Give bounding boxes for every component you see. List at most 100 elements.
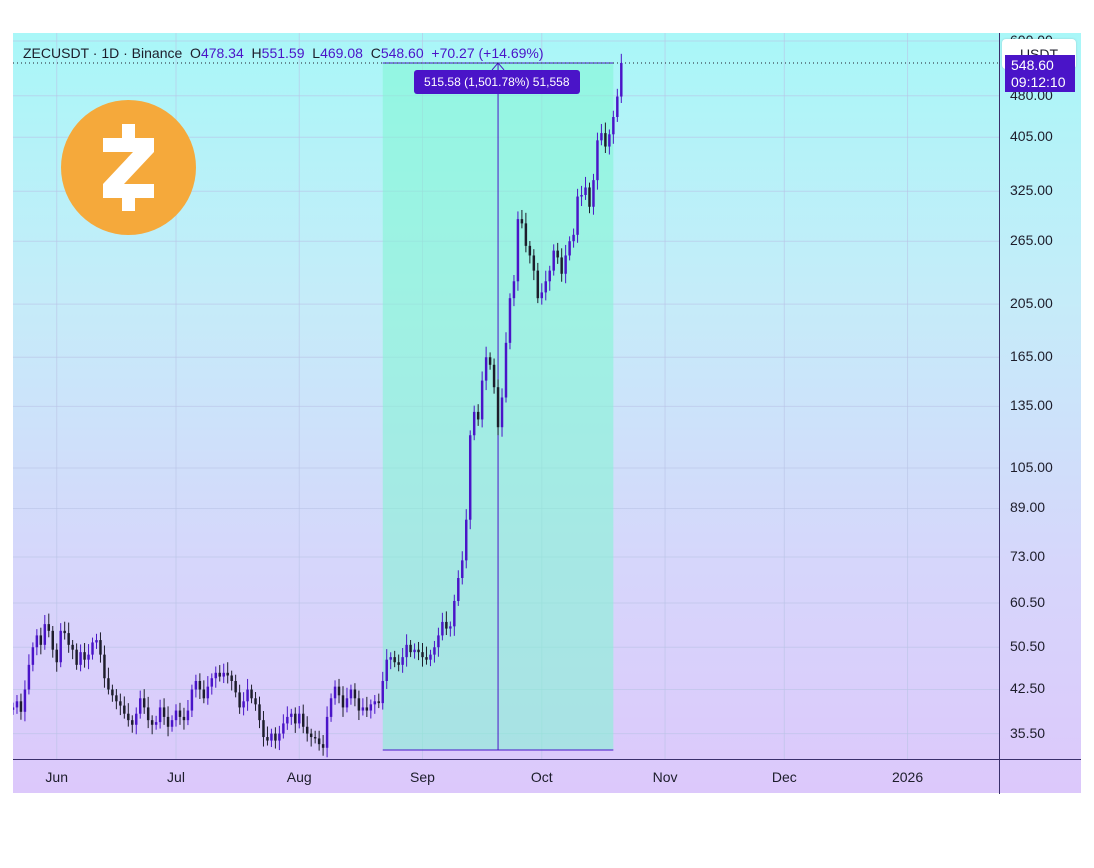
candle-body bbox=[158, 707, 162, 723]
candle-body bbox=[576, 196, 579, 235]
candle-body bbox=[620, 62, 623, 97]
candle-body bbox=[568, 241, 571, 256]
candle-body bbox=[218, 672, 221, 677]
candle-body bbox=[413, 649, 416, 653]
candle-body bbox=[341, 695, 345, 708]
date-range-arrowhead bbox=[491, 62, 505, 71]
symbol-name[interactable]: ZECUSDT bbox=[23, 45, 89, 61]
low-label: L bbox=[312, 45, 321, 61]
candle-body bbox=[71, 644, 74, 650]
candle-body bbox=[154, 722, 158, 725]
candle-body bbox=[166, 716, 170, 727]
candle-body bbox=[333, 686, 337, 699]
candle-body bbox=[465, 519, 468, 561]
candle-body bbox=[492, 364, 496, 388]
candle-body bbox=[59, 630, 62, 663]
candle-body bbox=[309, 733, 313, 738]
candle-body bbox=[103, 654, 106, 679]
candle-body bbox=[345, 698, 349, 708]
price-tick-label: 135.00 bbox=[1010, 397, 1053, 414]
candle-body bbox=[67, 633, 70, 645]
candle-body bbox=[520, 219, 524, 224]
price-tick-label: 165.00 bbox=[1010, 348, 1053, 365]
candle-body bbox=[31, 647, 35, 665]
candle-body bbox=[329, 698, 333, 717]
candle-body bbox=[421, 652, 424, 658]
candle-body bbox=[484, 357, 488, 381]
candle-body bbox=[461, 560, 464, 578]
axis-corner bbox=[999, 760, 1000, 794]
time-tick-label: Aug bbox=[286, 769, 312, 785]
change-value: +70.27 (+14.69%) bbox=[431, 45, 544, 61]
candle-body bbox=[325, 716, 329, 748]
candle-body bbox=[608, 134, 611, 147]
time-tick-label: Jun bbox=[45, 769, 69, 785]
candle-body bbox=[242, 701, 245, 708]
candle-body bbox=[532, 255, 536, 271]
time-tick-label: 2026 bbox=[891, 769, 924, 785]
candle-body bbox=[63, 630, 66, 634]
interval-label[interactable]: 1D bbox=[101, 45, 120, 61]
date-range-measure-label: 515.58 (1,501.78%) 51,558 bbox=[414, 70, 580, 94]
candle-body bbox=[178, 710, 182, 717]
last-price-value: 548.60 bbox=[1011, 56, 1054, 73]
candle-body bbox=[51, 630, 54, 650]
candle-body bbox=[528, 245, 532, 256]
candle-body bbox=[580, 195, 583, 197]
candle-body bbox=[39, 635, 43, 645]
time-axis[interactable]: Jun Jul Aug Sep Oct Nov Dec 2026 bbox=[13, 759, 1081, 794]
price-tick-label: 42.50 bbox=[1010, 680, 1046, 697]
candle-body bbox=[313, 737, 317, 739]
candle-body bbox=[596, 140, 599, 181]
candle-body bbox=[584, 187, 587, 196]
price-tick-label: 325.00 bbox=[1010, 182, 1053, 199]
candle-body bbox=[480, 380, 484, 420]
candle-body bbox=[298, 713, 301, 724]
candle-body bbox=[524, 223, 528, 246]
candle-body bbox=[142, 698, 146, 708]
candle-body bbox=[254, 698, 257, 705]
candle-body bbox=[258, 704, 261, 721]
candle-body bbox=[457, 577, 460, 601]
exchange-name: Binance bbox=[131, 45, 183, 61]
candle-body bbox=[226, 672, 229, 676]
price-tick-label: 60.50 bbox=[1010, 593, 1046, 610]
candle-body bbox=[286, 716, 289, 724]
candle-body bbox=[278, 733, 281, 741]
candle-body bbox=[572, 234, 575, 242]
candle-body bbox=[445, 621, 448, 629]
candle-body bbox=[616, 96, 619, 118]
candle-body bbox=[365, 707, 369, 711]
chart-frame: ZECUSDT · 1D · Binance O478.34 H551.59 L… bbox=[13, 32, 1082, 794]
candle-body bbox=[194, 680, 198, 690]
candle-body bbox=[437, 635, 440, 648]
candle-body bbox=[294, 713, 297, 724]
candle-body bbox=[27, 664, 31, 690]
candle-body bbox=[381, 680, 384, 704]
separator: · bbox=[119, 45, 132, 61]
candle-body bbox=[15, 701, 19, 708]
candle-body bbox=[162, 707, 166, 717]
candle-body bbox=[222, 672, 225, 677]
candle-body bbox=[540, 292, 544, 299]
candle-body bbox=[536, 270, 540, 299]
candle-body bbox=[516, 219, 520, 282]
price-axis[interactable]: 600.00480.00405.00325.00265.00205.00165.… bbox=[999, 32, 1082, 759]
candle-body bbox=[417, 649, 420, 653]
candle-body bbox=[556, 250, 559, 258]
candle-body bbox=[55, 649, 58, 663]
candle-body bbox=[87, 654, 90, 660]
time-tick-label: Nov bbox=[652, 769, 678, 785]
price-tick-label: 35.50 bbox=[1010, 724, 1046, 741]
candle-body bbox=[83, 652, 86, 660]
candle-body bbox=[91, 642, 94, 655]
candle-body bbox=[107, 678, 110, 690]
candle-body bbox=[174, 710, 178, 721]
candle-body bbox=[79, 652, 82, 665]
price-chart-plot[interactable] bbox=[13, 33, 999, 759]
candle-body bbox=[385, 659, 388, 681]
candle-body bbox=[230, 675, 233, 681]
candle-body bbox=[270, 733, 273, 741]
candle-body bbox=[369, 704, 373, 711]
candle-body bbox=[131, 720, 134, 725]
